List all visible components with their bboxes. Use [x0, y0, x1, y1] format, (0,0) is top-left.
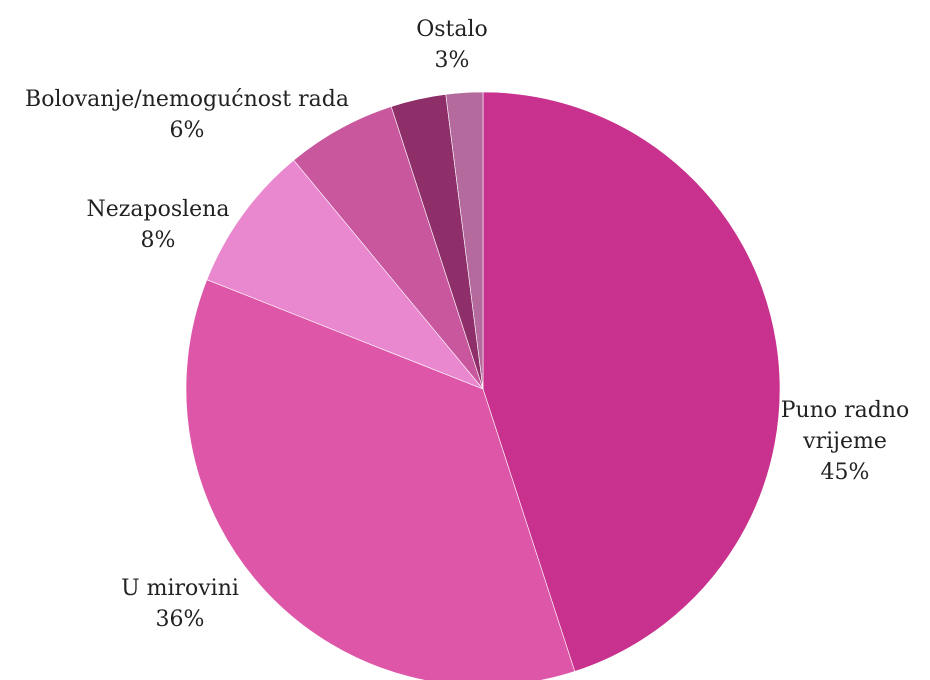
pie-label-1: U mirovini 36%: [121, 576, 239, 632]
pie-label-3: Bolovanje/nemogućnost rada 6%: [25, 87, 349, 143]
pie-slices: [186, 92, 780, 680]
pie-label-0-line-2: 45%: [821, 460, 870, 485]
pie-label-2: Nezaposlena 8%: [87, 197, 230, 253]
pie-label-0-line-1: vrijeme: [802, 429, 887, 454]
pie-label-1-line-0: U mirovini: [121, 576, 239, 601]
pie-label-3-line-0: Bolovanje/nemogućnost rada: [25, 87, 349, 112]
pie-label-1-line-1: 36%: [156, 607, 205, 632]
pie-label-5: Ostalo 3%: [416, 17, 488, 73]
pie-label-2-line-1: 8%: [141, 228, 176, 253]
pie-label-0-line-0: Puno radno: [781, 398, 910, 423]
pie-label-2-line-0: Nezaposlena: [87, 197, 230, 222]
pie-label-0: Puno radno vrijeme 45%: [781, 398, 910, 485]
pie-label-3-line-1: 6%: [170, 118, 205, 143]
pie-label-5-line-0: Ostalo: [416, 17, 488, 42]
pie-label-5-line-1: 3%: [435, 48, 470, 73]
